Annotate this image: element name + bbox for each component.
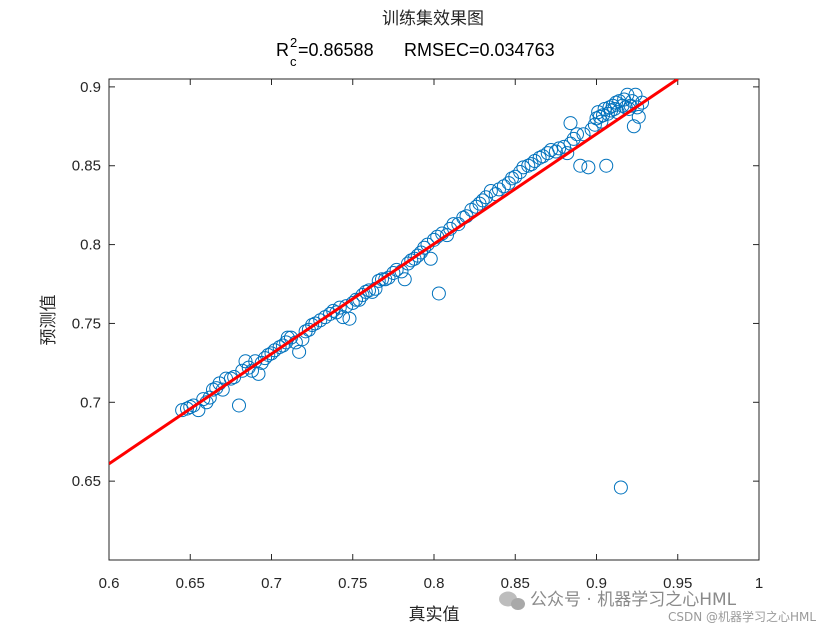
data-point [631, 109, 646, 124]
y-tick-label: 0.85 [72, 158, 101, 175]
data-point [566, 131, 581, 146]
x-tick-label: 0.8 [424, 575, 445, 592]
data-point [308, 316, 323, 331]
data-point [238, 354, 253, 369]
y-tick-label: 0.9 [80, 79, 101, 96]
tick-marks [108, 79, 760, 560]
y-tick-label: 0.7 [80, 394, 101, 411]
data-point [607, 101, 622, 116]
data-point [183, 400, 198, 415]
y-axis-label: 预测值 [39, 295, 59, 346]
data-point [563, 116, 578, 131]
watermark-line1: 公众号 · 机器学习之心HML [530, 590, 737, 610]
r-sub: c [290, 54, 297, 69]
y-tick-label: 0.8 [80, 237, 101, 254]
data-point [548, 144, 563, 159]
wechat-logo-icon [499, 591, 525, 610]
data-point [202, 390, 217, 405]
data-point [358, 284, 373, 299]
data-point [251, 366, 266, 381]
fit-line [109, 79, 679, 466]
data-point [431, 286, 446, 301]
x-tick-label: 0.6 [99, 575, 120, 592]
data-point [576, 127, 591, 142]
data-point [342, 311, 357, 326]
data-point [581, 160, 596, 175]
data-point [397, 272, 412, 287]
x-tick-label: 0.9 [586, 575, 607, 592]
tick-labels: 0.6 0.65 0.7 0.75 0.8 0.85 0.9 0.95 1 0.65 0.7 0.75… [72, 79, 763, 592]
data-point [609, 95, 623, 110]
data-point [613, 480, 628, 495]
x-tick-label: 0.7 [261, 575, 282, 592]
watermark-line2: CSDN @机器学习之心HML [668, 609, 816, 624]
data-point [630, 100, 645, 115]
metrics-subtitle: R 2 c =0.86588 RMSEC=0.034763 [276, 35, 555, 69]
data-point [635, 95, 649, 110]
watermark: 公众号 · 机器学习之心HML CSDN @机器学习之心HML [499, 590, 816, 624]
data-point [336, 310, 350, 325]
r2-value: =0.86588 [298, 40, 374, 60]
data-point [275, 338, 290, 353]
data-point [475, 193, 490, 208]
data-point [626, 119, 641, 134]
data-point [362, 283, 376, 298]
data-point [375, 272, 389, 287]
chart-title: 训练集效果图 [382, 9, 484, 29]
data-point [557, 139, 571, 154]
x-axis-label: 真实值 [409, 605, 460, 625]
r-sup: 2 [290, 35, 297, 50]
data-point [371, 273, 386, 288]
data-point [440, 228, 454, 243]
data-point [492, 182, 506, 197]
data-point [305, 318, 320, 333]
data-point [267, 343, 282, 358]
x-tick-label: 0.75 [338, 575, 367, 592]
data-point [599, 158, 614, 173]
x-tick-label: 0.65 [176, 575, 205, 592]
data-point [560, 146, 575, 161]
data-point [496, 179, 511, 194]
data-point [196, 392, 211, 407]
data-point [180, 401, 194, 416]
data-point [573, 158, 588, 173]
x-tick-label: 0.95 [663, 575, 692, 592]
y-tick-label: 0.65 [72, 473, 101, 490]
data-point [483, 183, 498, 198]
data-point [508, 169, 523, 184]
data-point [423, 251, 438, 266]
data-point [532, 150, 547, 165]
data-point [326, 303, 341, 318]
data-point [323, 306, 337, 321]
data-point [527, 154, 542, 169]
data-point [386, 265, 401, 280]
rmsec-value: RMSEC=0.034763 [404, 40, 555, 60]
x-tick-label: 1 [755, 575, 763, 592]
x-tick-label: 0.85 [501, 575, 530, 592]
axes-box [108, 78, 760, 561]
data-point [332, 300, 347, 315]
data-point [570, 127, 584, 142]
data-point [313, 313, 328, 328]
r-letter: R [276, 40, 289, 60]
data-point [186, 398, 201, 413]
y-tick-label: 0.75 [72, 315, 101, 332]
data-point [232, 398, 246, 413]
